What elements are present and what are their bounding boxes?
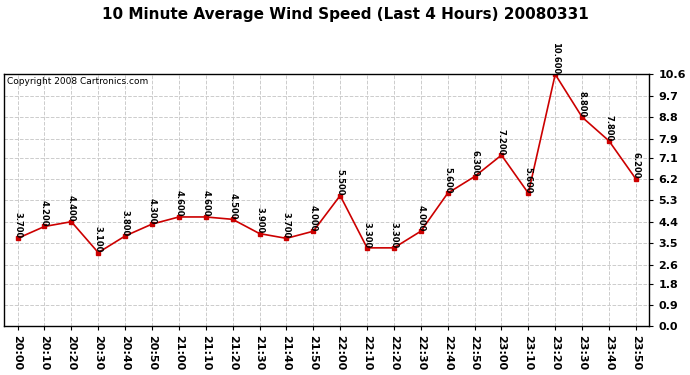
Text: 3.700: 3.700 [13,212,22,238]
Text: 3.300: 3.300 [389,222,398,248]
Text: Copyright 2008 Cartronics.com: Copyright 2008 Cartronics.com [8,77,148,86]
Text: 3.300: 3.300 [362,222,371,248]
Text: 5.500: 5.500 [335,169,345,196]
Text: 6.300: 6.300 [470,150,479,177]
Text: 4.300: 4.300 [148,198,157,224]
Text: 3.800: 3.800 [121,210,130,236]
Text: 5.600: 5.600 [443,167,452,193]
Text: 3.100: 3.100 [94,226,103,253]
Text: 4.200: 4.200 [40,200,49,226]
Text: 7.800: 7.800 [604,115,613,141]
Text: 4.400: 4.400 [67,195,76,222]
Text: 10.600: 10.600 [551,42,560,74]
Text: 3.700: 3.700 [282,212,291,238]
Text: 6.200: 6.200 [631,152,640,179]
Text: 5.600: 5.600 [524,167,533,193]
Text: 10 Minute Average Wind Speed (Last 4 Hours) 20080331: 10 Minute Average Wind Speed (Last 4 Hou… [101,8,589,22]
Text: 4.600: 4.600 [175,190,184,217]
Text: 7.200: 7.200 [497,129,506,155]
Text: 4.500: 4.500 [228,193,237,219]
Text: 8.800: 8.800 [578,91,586,117]
Text: 4.600: 4.600 [201,190,210,217]
Text: 3.900: 3.900 [255,207,264,234]
Text: 4.000: 4.000 [309,205,318,231]
Text: 4.000: 4.000 [416,205,425,231]
